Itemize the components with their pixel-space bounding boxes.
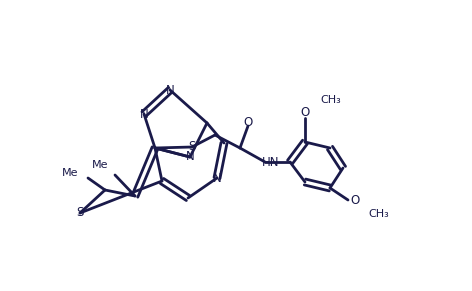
Text: S: S [76, 207, 84, 219]
Text: Me: Me [61, 168, 78, 178]
Text: O: O [300, 107, 310, 120]
Text: S: S [188, 141, 196, 153]
Text: O: O [244, 116, 253, 129]
Text: Me: Me [92, 160, 108, 170]
Text: CH₃: CH₃ [368, 209, 389, 219]
Text: N: N [166, 84, 174, 97]
Text: HN: HN [262, 155, 279, 168]
Text: N: N [140, 107, 148, 120]
Text: CH₃: CH₃ [320, 95, 341, 105]
Text: N: N [185, 150, 194, 164]
Text: O: O [350, 194, 360, 207]
Text: N: N [212, 171, 221, 184]
